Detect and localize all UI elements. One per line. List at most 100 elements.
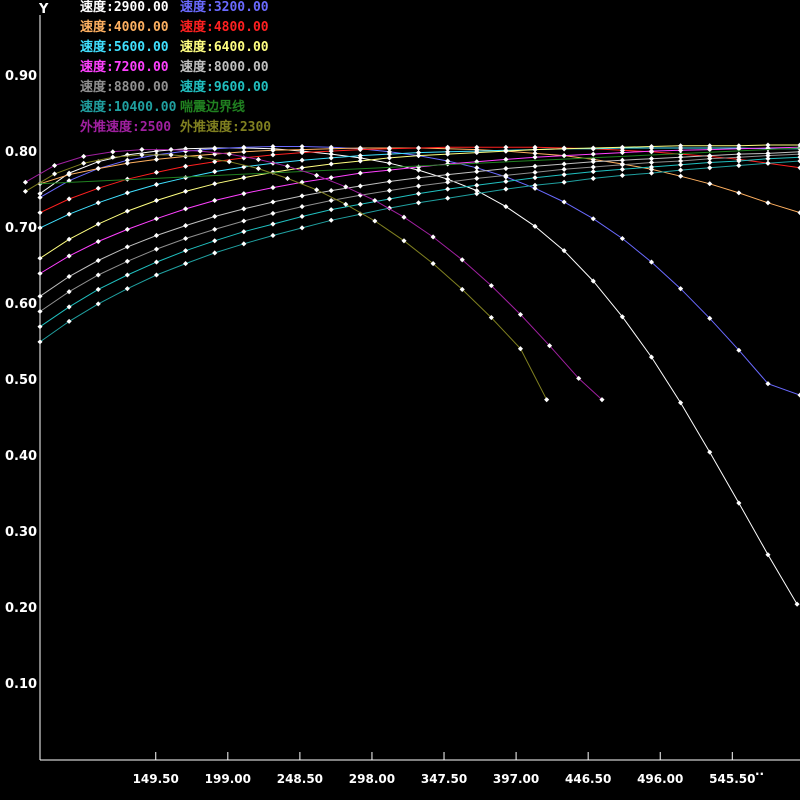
legend-item: 速度:3200.00 bbox=[180, 0, 269, 15]
series-8 bbox=[37, 151, 800, 315]
data-point bbox=[765, 381, 771, 387]
data-point bbox=[139, 152, 145, 158]
x-tick-label: 248.50 bbox=[277, 772, 323, 786]
series-layer bbox=[22, 142, 800, 607]
series-line bbox=[39, 146, 800, 396]
data-point bbox=[299, 204, 305, 210]
data-point bbox=[707, 159, 713, 166]
data-point bbox=[736, 500, 742, 506]
series-line bbox=[39, 147, 800, 185]
data-point bbox=[517, 346, 524, 352]
data-point bbox=[270, 232, 276, 239]
data-point bbox=[37, 225, 43, 231]
data-point bbox=[299, 225, 305, 231]
data-point bbox=[255, 166, 261, 172]
data-point bbox=[386, 160, 392, 166]
data-point bbox=[328, 155, 334, 161]
data-point bbox=[544, 397, 550, 403]
series-line bbox=[39, 156, 800, 328]
data-point bbox=[153, 259, 160, 265]
data-point bbox=[66, 253, 72, 259]
data-point bbox=[124, 157, 130, 163]
data-point bbox=[212, 238, 218, 244]
series-line bbox=[25, 154, 548, 400]
data-point bbox=[678, 286, 684, 292]
data-point bbox=[357, 158, 363, 164]
data-point bbox=[590, 216, 596, 222]
data-point bbox=[299, 213, 305, 219]
data-point bbox=[314, 172, 320, 178]
data-point bbox=[415, 191, 422, 197]
y-tick-label: 0.90 bbox=[5, 69, 37, 84]
legend-item: 速度:4800.00 bbox=[180, 20, 269, 35]
data-point bbox=[797, 392, 800, 398]
data-point bbox=[794, 601, 800, 607]
data-point bbox=[619, 166, 625, 172]
data-point bbox=[255, 156, 261, 162]
data-point bbox=[590, 164, 596, 170]
y-tick-label: 0.60 bbox=[5, 297, 37, 312]
data-point bbox=[445, 151, 451, 157]
data-point bbox=[430, 261, 436, 267]
y-tick-label: 0.10 bbox=[5, 677, 37, 692]
data-point bbox=[212, 250, 218, 256]
data-point bbox=[241, 144, 247, 150]
data-point bbox=[299, 193, 305, 199]
data-point bbox=[648, 159, 655, 166]
data-point bbox=[619, 172, 625, 178]
data-point bbox=[226, 159, 232, 165]
data-point bbox=[124, 190, 130, 196]
data-point bbox=[241, 206, 247, 212]
legend-item: 速度:4000.00 bbox=[80, 20, 169, 35]
data-point bbox=[707, 181, 713, 187]
data-point bbox=[81, 160, 87, 166]
data-point bbox=[503, 178, 509, 185]
data-point bbox=[153, 272, 160, 278]
data-point bbox=[415, 145, 422, 151]
data-point bbox=[619, 162, 625, 168]
data-point bbox=[95, 272, 101, 278]
data-point bbox=[503, 156, 509, 162]
data-point bbox=[678, 154, 684, 160]
data-point bbox=[532, 182, 538, 188]
data-point bbox=[445, 179, 451, 185]
data-point bbox=[415, 175, 422, 181]
data-point bbox=[532, 163, 538, 169]
data-point bbox=[22, 179, 28, 185]
data-point bbox=[183, 175, 189, 181]
y-tick-label: 0.20 bbox=[5, 601, 37, 616]
series-line bbox=[39, 160, 800, 343]
data-point bbox=[183, 248, 189, 254]
legend-item: 速度:8000.00 bbox=[180, 60, 269, 75]
data-point bbox=[153, 232, 160, 239]
data-point bbox=[183, 223, 189, 229]
data-point bbox=[736, 146, 742, 152]
data-point bbox=[415, 164, 422, 170]
data-point bbox=[95, 200, 101, 206]
data-point bbox=[561, 179, 567, 185]
data-point bbox=[95, 258, 101, 264]
data-point bbox=[386, 155, 392, 161]
data-point bbox=[415, 200, 422, 206]
data-point bbox=[648, 354, 655, 360]
data-point bbox=[619, 157, 625, 163]
data-point bbox=[212, 197, 218, 204]
data-point bbox=[474, 175, 480, 181]
data-point bbox=[37, 194, 43, 200]
data-point bbox=[183, 188, 189, 194]
data-point bbox=[241, 191, 247, 197]
data-point bbox=[124, 244, 130, 250]
data-point bbox=[153, 156, 160, 162]
data-point bbox=[488, 283, 494, 289]
data-point bbox=[561, 199, 567, 205]
data-point bbox=[503, 148, 509, 154]
series-0 bbox=[37, 145, 800, 607]
data-point bbox=[153, 246, 160, 252]
data-point bbox=[459, 286, 465, 292]
legend-item: 外推速度:2300 bbox=[180, 120, 272, 135]
data-point bbox=[124, 208, 130, 214]
axes: Y ·· bbox=[38, 2, 800, 781]
y-axis-label: Y bbox=[38, 2, 49, 17]
x-tick-label: 149.50 bbox=[133, 772, 179, 786]
data-point bbox=[197, 148, 203, 154]
